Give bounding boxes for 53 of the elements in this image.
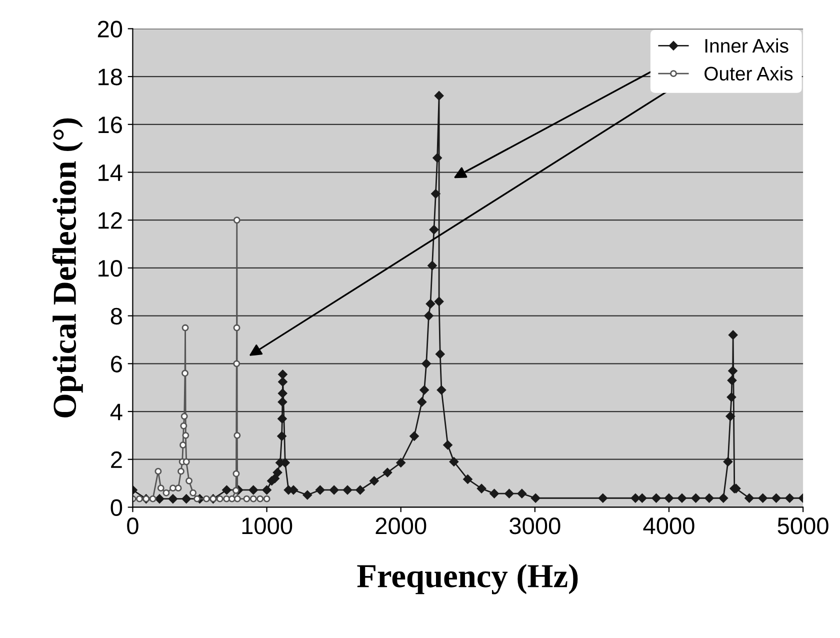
legend-label: Outer Axis (704, 66, 793, 81)
y-tick-label: 6 (111, 356, 122, 372)
point (232, 486, 240, 494)
y-tick-label: 20 (98, 20, 122, 38)
point (178, 468, 184, 475)
point (149, 495, 156, 502)
point (256, 495, 264, 502)
point (180, 412, 188, 420)
x-tick-label: 2000 (376, 518, 426, 534)
point (190, 489, 197, 496)
point (233, 216, 240, 224)
point (180, 422, 188, 430)
y-tick-label: 0 (110, 499, 122, 516)
point (228, 495, 236, 502)
point (169, 484, 176, 492)
point (182, 458, 190, 466)
y-tick-label: 18 (98, 68, 122, 86)
point (243, 495, 250, 502)
x-tick-label: 4000 (643, 518, 694, 534)
point (182, 370, 188, 377)
point (250, 495, 257, 502)
y-axis-title: Optical Deflection (°) (52, 118, 83, 418)
y-tick-label: 12 (98, 212, 122, 229)
y-tick-label: 2 (111, 451, 122, 468)
legend-label: Inner Axis (705, 38, 788, 53)
point (202, 495, 210, 502)
point (216, 495, 224, 502)
x-axis-title: Frequency (Hz) (357, 564, 578, 594)
point (182, 432, 190, 439)
y-tick-label: 4 (110, 404, 122, 420)
x-tick-label: 3000 (510, 518, 560, 534)
y-tick-label: 14 (98, 164, 122, 181)
y-tick-label: 16 (98, 116, 122, 134)
x-tick-label: 5000 (778, 518, 828, 534)
point (186, 477, 192, 484)
x-tick-label: 1000 (242, 518, 292, 534)
point (234, 495, 241, 502)
y-tick-label: 8 (110, 308, 122, 325)
point (194, 495, 201, 502)
point (162, 489, 170, 496)
point (233, 360, 240, 368)
y-tick-label: 10 (98, 260, 122, 277)
point (180, 442, 186, 448)
point (263, 495, 270, 502)
point (174, 484, 182, 492)
point (232, 470, 240, 478)
point (154, 468, 162, 475)
point (157, 484, 164, 492)
point (182, 324, 189, 332)
x-tick-label: 0 (127, 518, 138, 534)
point (234, 432, 241, 439)
point (233, 324, 240, 332)
point (136, 495, 143, 502)
